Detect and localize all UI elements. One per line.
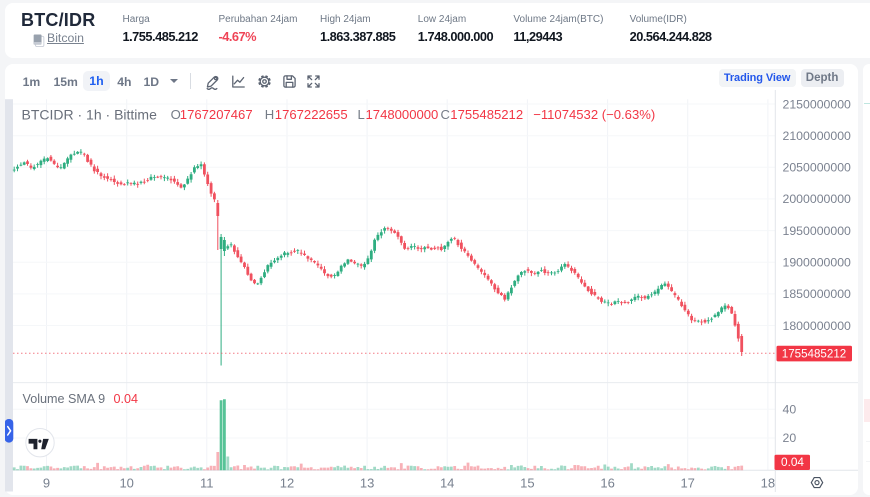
svg-text:1950000000: 1950000000 (783, 224, 852, 238)
svg-text:2050000000: 2050000000 (783, 161, 852, 175)
svg-text:Volume SMA 9: Volume SMA 9 (23, 392, 106, 406)
svg-text:17: 17 (680, 475, 694, 490)
svg-text:40: 40 (783, 402, 797, 416)
svg-text:11: 11 (200, 475, 214, 490)
svg-text:15: 15 (520, 475, 534, 490)
svg-text:18: 18 (761, 475, 775, 490)
svg-text:0.04: 0.04 (114, 392, 139, 406)
svg-text:1850000000: 1850000000 (783, 287, 852, 301)
svg-text:14: 14 (440, 475, 454, 490)
svg-text:20: 20 (783, 431, 797, 445)
svg-text:0.04: 0.04 (781, 455, 804, 469)
svg-text:1800000000: 1800000000 (783, 319, 852, 333)
svg-text:10: 10 (119, 475, 133, 490)
svg-text:2000000000: 2000000000 (783, 192, 852, 206)
svg-text:12: 12 (280, 475, 294, 490)
svg-text:2100000000: 2100000000 (783, 129, 852, 143)
svg-text:BTCIDR · 1h · Bittime: BTCIDR · 1h · Bittime (22, 107, 158, 123)
svg-text:16: 16 (600, 475, 614, 490)
svg-text:2150000000: 2150000000 (783, 97, 852, 111)
svg-text:1755485212: 1755485212 (782, 347, 846, 360)
svg-text:13: 13 (360, 475, 374, 490)
svg-text:9: 9 (43, 475, 50, 490)
svg-text:1900000000: 1900000000 (783, 256, 852, 270)
